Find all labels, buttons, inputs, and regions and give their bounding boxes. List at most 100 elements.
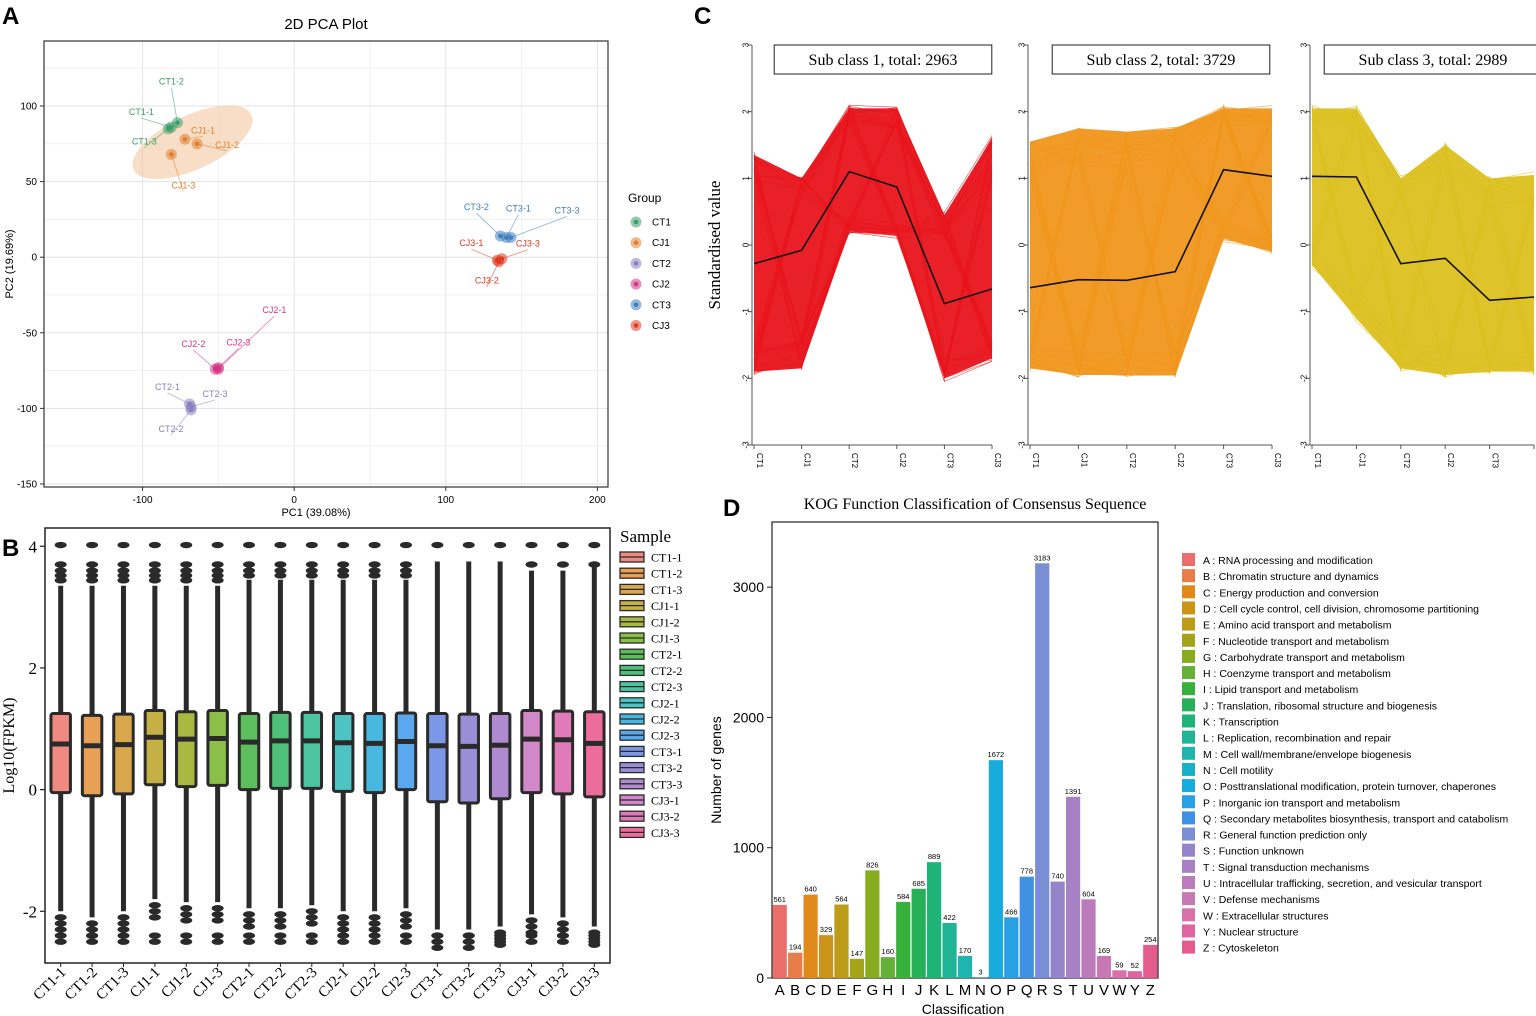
box-outlier [431, 938, 444, 945]
pca-point-label: CJ3-1 [459, 238, 483, 248]
box-outlier [588, 932, 601, 939]
subclass-trace [753, 120, 993, 367]
box-outlier [274, 567, 287, 574]
kog-xtick-label: G [867, 982, 879, 999]
box-outlier [274, 541, 287, 549]
pca-point-label: CJ2-3 [226, 338, 250, 348]
box-outlier [274, 932, 287, 939]
box-legend-label: CT3-2 [651, 761, 682, 775]
box-xtick-label: CT3-1 [407, 965, 446, 1004]
subclass-xtick-label: CJ3 [1273, 453, 1282, 468]
kog-bar-label: 685 [912, 879, 925, 888]
box-outlier [54, 914, 67, 921]
kog-bar [788, 952, 803, 978]
kog-legend-label: G : Carbohydrate transport and metabolis… [1203, 652, 1405, 664]
kog-legend-label: K : Transcription [1203, 717, 1279, 729]
subclass-ytick-label: 1 [1300, 176, 1309, 181]
panel-label-a: A [2, 3, 19, 30]
box-xtick-label: CT2-2 [250, 965, 289, 1004]
subclass-xtick-label: CT2 [1402, 453, 1411, 469]
subclass-xtick-label: CT3 [1225, 453, 1234, 469]
kog-legend-swatch [1182, 730, 1195, 744]
box-xtick-label: CJ2-2 [347, 965, 384, 1002]
kog-bar-label: 147 [851, 949, 864, 958]
kog-xtick-label: H [882, 982, 893, 999]
kog-xlabel: Classification [922, 1001, 1004, 1016]
box-legend-label: CT1-1 [651, 551, 682, 565]
box-outlier [399, 938, 412, 945]
subclass-trace [1029, 119, 1273, 361]
box-outlier [117, 572, 130, 579]
box-ytick-label: -2 [23, 902, 37, 921]
pca-point-label: CJ2-1 [262, 305, 286, 315]
kog-bar [1081, 899, 1096, 978]
kog-bar [1143, 944, 1158, 978]
box-legend-title: Sample [620, 527, 671, 546]
box-legend-label: CT3-1 [651, 745, 682, 759]
box-xtick-label: CJ3-2 [535, 965, 572, 1002]
subclass-trace [1029, 119, 1273, 376]
pca-point [499, 256, 505, 262]
subclass-xtick-label: CJ1 [1357, 453, 1366, 468]
kog-bar-label: 422 [943, 913, 956, 922]
subclass-ytick-label: 3 [742, 42, 751, 47]
kog-bar [911, 888, 926, 978]
box-body [80, 713, 104, 798]
kog-bar [1112, 970, 1127, 978]
box-outlier [180, 932, 193, 939]
box-xtick-label: CJ1-2 [158, 965, 195, 1002]
box-outlier [588, 541, 601, 549]
subclass-trace [1029, 115, 1273, 167]
subclass-trace [1311, 123, 1535, 351]
pca-point [188, 404, 194, 410]
pca-point [194, 141, 200, 147]
kog-xtick-label: O [990, 982, 1002, 999]
box-outlier [305, 908, 318, 915]
box-outlier [243, 541, 256, 549]
box-body [520, 709, 543, 795]
subclass-xtick-label: CT1 [1031, 453, 1040, 469]
kog-legend-label: V : Defense mechanisms [1203, 894, 1320, 906]
pca-point-label: CJ1-1 [191, 125, 215, 135]
subclass-trace [1029, 115, 1273, 350]
subclass-plots: Standardised value 3 2 1 0 -1 -2 -3 CT1 CJ1 CT2 CJ2… [705, 42, 1536, 469]
box-legend-label: CJ3-2 [651, 810, 680, 824]
box-outlier [148, 902, 161, 909]
box-legend-label: CT1-2 [651, 567, 682, 581]
box-outlier [399, 541, 412, 549]
subclass-title-box [1323, 44, 1536, 75]
box-outlier [180, 572, 193, 579]
box-outlier [54, 567, 67, 574]
kog-xtick-label: E [836, 982, 846, 999]
kog-bar [803, 894, 818, 978]
subclass-xtick-label: CJ2 [1446, 453, 1455, 468]
subclass-title: Sub class 2, total: 3729 [1087, 52, 1236, 69]
kog-bar-label: 3 [978, 968, 982, 977]
kog-legend-swatch [1182, 649, 1195, 663]
box-outlier [180, 541, 193, 549]
box-body [583, 710, 606, 799]
box-body [206, 709, 229, 787]
kog-bar-label: 604 [1082, 889, 1095, 898]
subclass-ylabel: Standardised value [705, 181, 724, 310]
pca-ytick-label: 100 [20, 102, 37, 113]
kog-ylabel: Number of genes [708, 716, 724, 823]
kog-xtick-label: U [1083, 982, 1094, 999]
subclass-trace [1029, 116, 1273, 351]
kog-legend-label: C : Energy production and conversion [1203, 587, 1379, 599]
box-outlier [556, 926, 569, 933]
pca-point-label: CT1-1 [129, 107, 154, 117]
pca-legend-dot [633, 240, 639, 245]
kog-legend-label: M : Cell wall/membrane/envelope biogenes… [1203, 749, 1411, 761]
kog-legend-label: F : Nucleotide transport and metabolism [1203, 636, 1389, 648]
subclass-trace [753, 113, 993, 370]
pca-legend-label: CJ3 [652, 321, 670, 332]
pca-label-connector [476, 212, 501, 237]
kog-bar [1004, 917, 1019, 978]
box-outlier [462, 541, 475, 549]
box-outlier [337, 572, 350, 579]
box-body [269, 710, 292, 790]
box-outlier [305, 920, 318, 927]
box-legend-label: CJ1-2 [651, 615, 680, 629]
box-outlier [305, 561, 318, 568]
